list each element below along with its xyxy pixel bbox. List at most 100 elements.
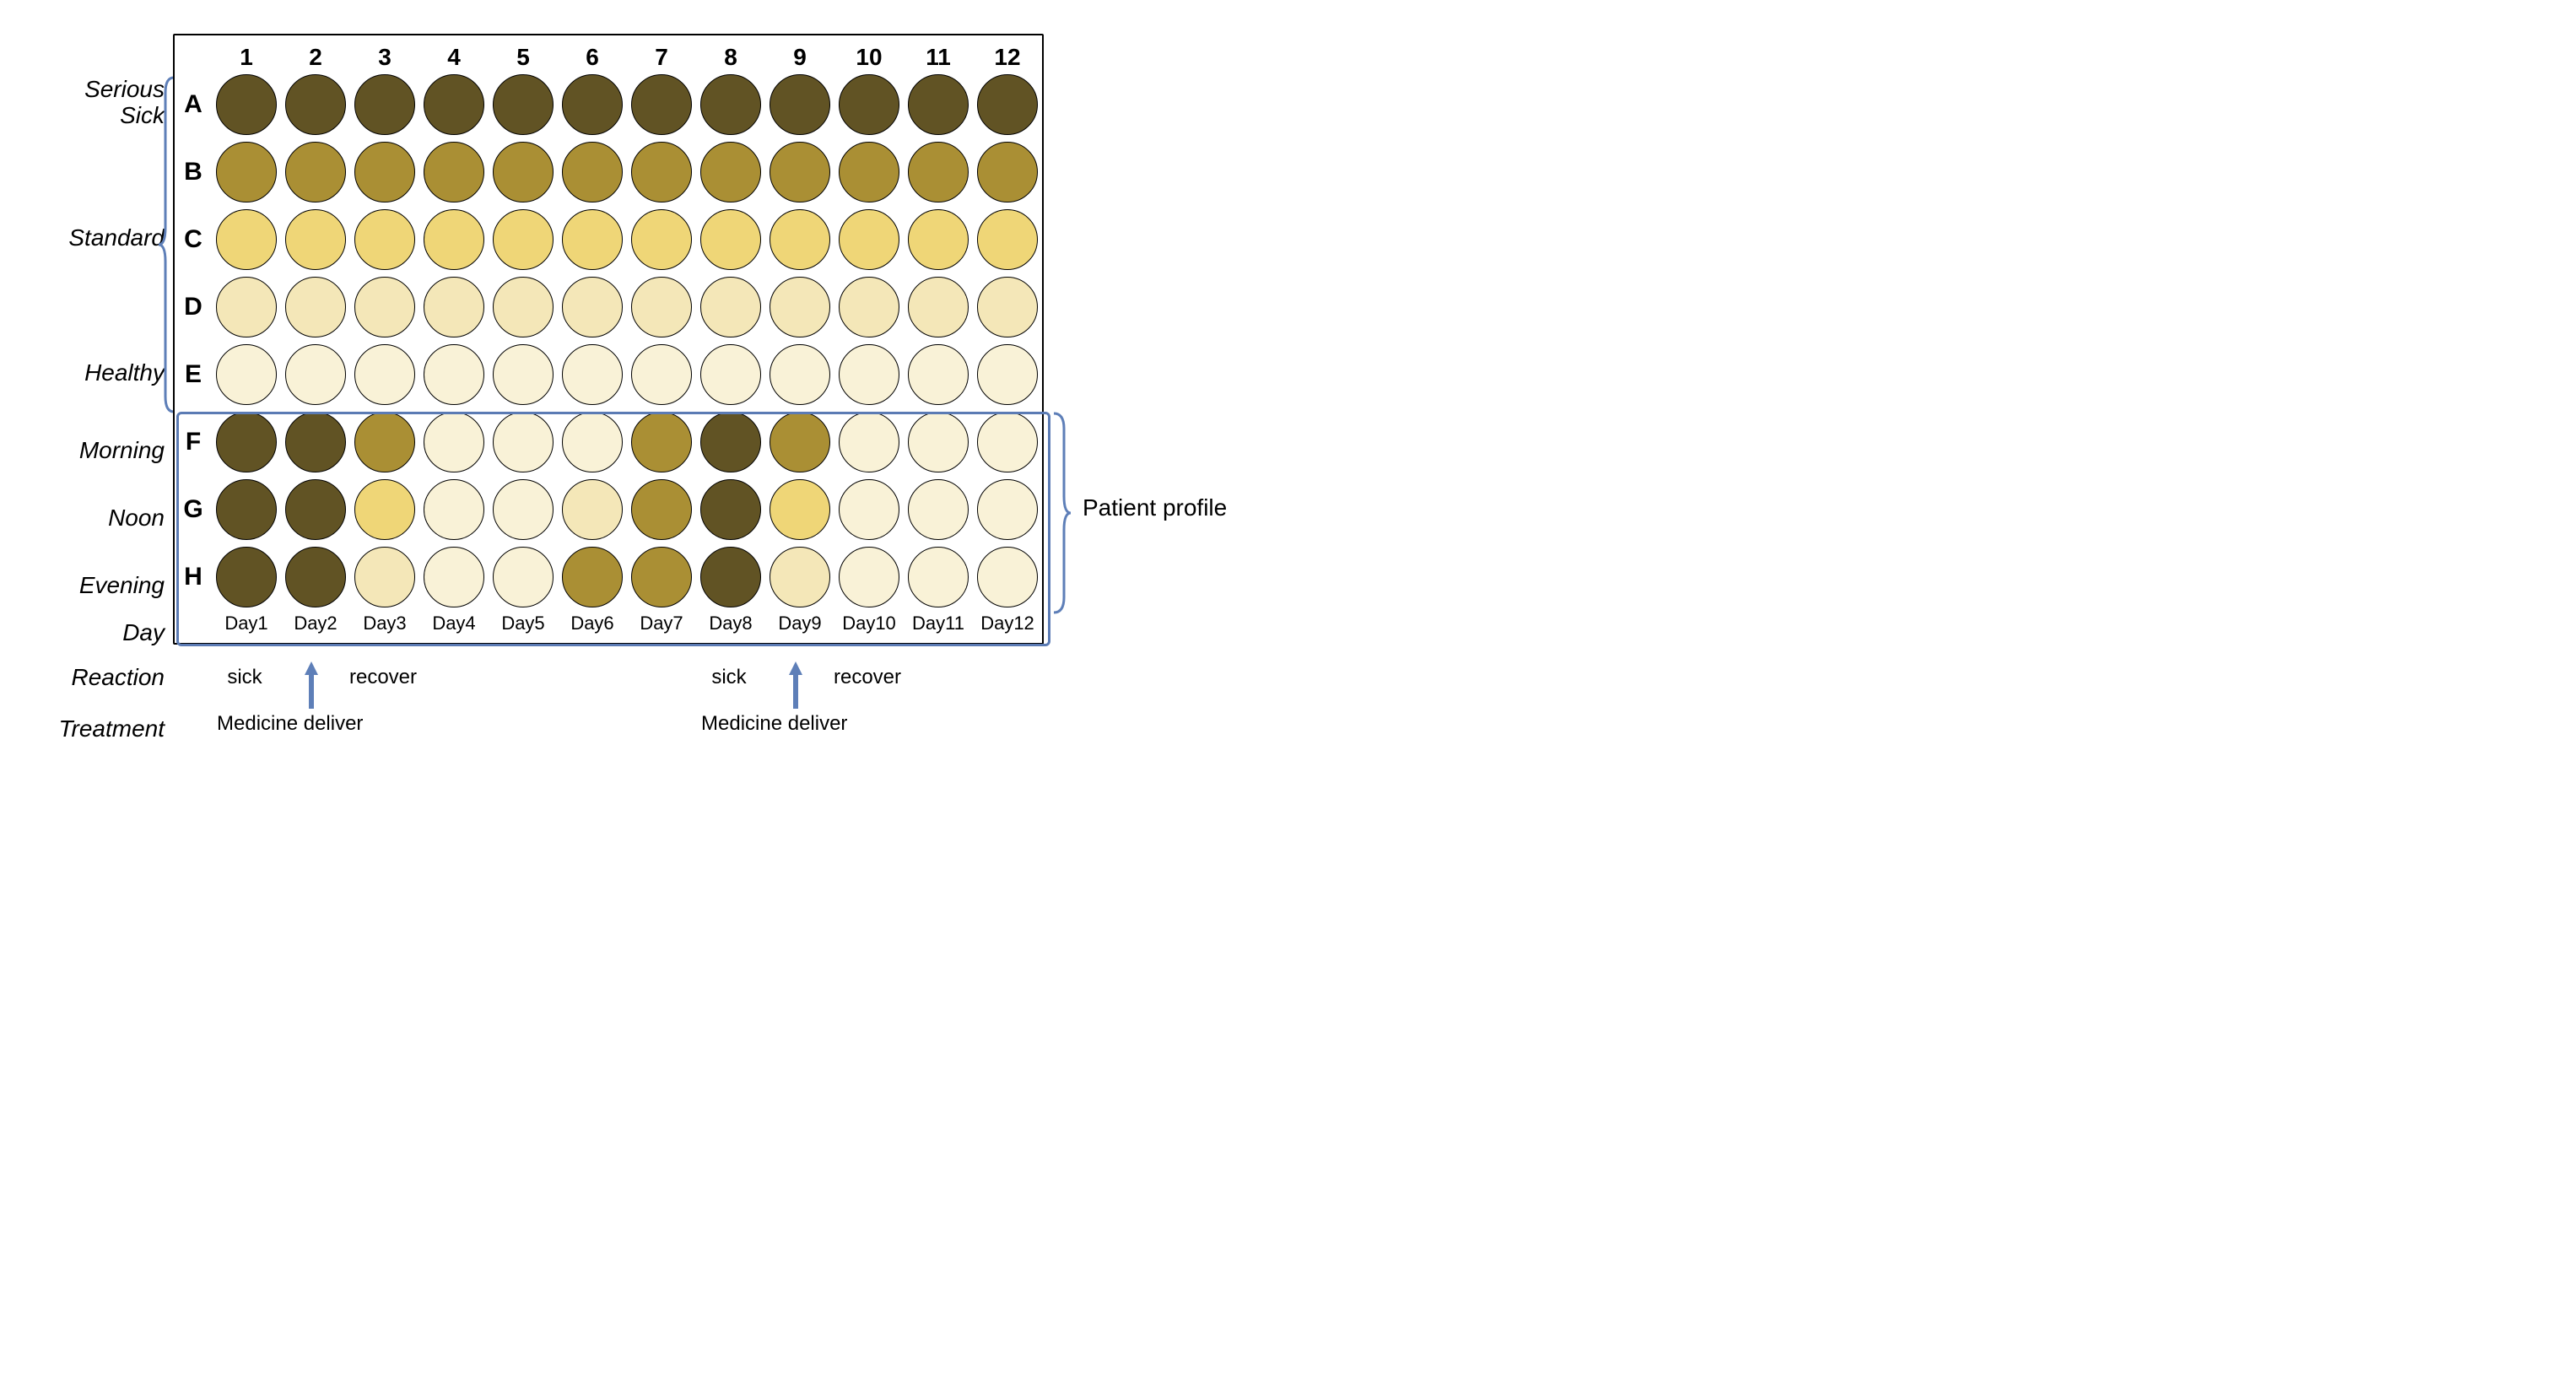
well-B6	[562, 142, 623, 202]
day-label-2: Day2	[281, 613, 350, 634]
row-letter-F: F	[175, 428, 212, 456]
plate-row-C: C	[175, 206, 1042, 273]
treatment-cell-12	[971, 700, 1040, 751]
well-B7	[631, 142, 692, 202]
well-C10	[839, 209, 899, 270]
well-G10	[839, 479, 899, 540]
well-G8	[700, 479, 761, 540]
plate-row-H: H	[175, 543, 1042, 611]
row-letter-C: C	[175, 225, 212, 254]
col-header-1: 1	[212, 44, 281, 71]
well-H1	[216, 547, 277, 607]
well-F11	[908, 412, 969, 472]
well-G7	[631, 479, 692, 540]
well-F2	[285, 412, 346, 472]
well-F1	[216, 412, 277, 472]
well-H5	[493, 547, 554, 607]
left-label-noon: Noon	[108, 484, 165, 552]
well-H4	[424, 547, 484, 607]
row-letter-E: E	[175, 360, 212, 389]
well-F10	[839, 412, 899, 472]
well-A5	[493, 74, 554, 135]
well-A12	[977, 74, 1038, 135]
well-E1	[216, 344, 277, 405]
plate-row-A: A	[175, 71, 1042, 138]
row-letter-A: A	[175, 90, 212, 119]
day-label-11: Day11	[904, 613, 973, 634]
well-B11	[908, 142, 969, 202]
reaction-cell-5	[487, 666, 556, 689]
left-label-serious: Serious Sick	[84, 69, 165, 137]
well-B3	[354, 142, 415, 202]
well-H9	[770, 547, 830, 607]
well-F6	[562, 412, 623, 472]
treatment-row: Treatment Medicine deliverMedicine deliv…	[34, 700, 1044, 758]
well-E3	[354, 344, 415, 405]
well-G6	[562, 479, 623, 540]
arrow-up-icon-1	[303, 661, 320, 713]
well-D6	[562, 277, 623, 337]
well-H11	[908, 547, 969, 607]
well-C8	[700, 209, 761, 270]
well-G2	[285, 479, 346, 540]
treatment-label: Treatment	[34, 700, 173, 742]
reaction-cell-11	[902, 666, 971, 689]
well-A1	[216, 74, 277, 135]
left-label-healthy: Healthy	[84, 339, 165, 407]
col-header-7: 7	[627, 44, 696, 71]
treatment-cell-11	[902, 700, 971, 751]
treatment-text-1: Medicine deliver	[217, 712, 363, 736]
left-label-morning: Morning	[79, 417, 165, 484]
well-C11	[908, 209, 969, 270]
reaction-cell-6	[556, 666, 625, 689]
well-A11	[908, 74, 969, 135]
bracket-right-icon	[1052, 412, 1071, 614]
well-A3	[354, 74, 415, 135]
day-label-4: Day4	[419, 613, 489, 634]
reaction-row: Reaction sickrecoversickrecover	[34, 655, 1044, 700]
treatment-cells: Medicine deliverMedicine deliver	[173, 700, 1040, 751]
well-G11	[908, 479, 969, 540]
day-label-12: Day12	[973, 613, 1042, 634]
left-label-day: Day	[122, 616, 165, 650]
well-D7	[631, 277, 692, 337]
left-labels: Serious Sick Standard Healthy Morning No…	[34, 34, 173, 650]
col-header-11: 11	[904, 44, 973, 71]
well-A4	[424, 74, 484, 135]
day-label-8: Day8	[696, 613, 765, 634]
plate-wrapper: Serious Sick Standard Healthy Morning No…	[34, 34, 1044, 650]
col-header-12: 12	[973, 44, 1042, 71]
col-header-4: 4	[419, 44, 489, 71]
treatment-cell-7	[625, 700, 694, 751]
below-rows: Reaction sickrecoversickrecover Treatmen…	[34, 655, 1044, 758]
day-label-7: Day7	[627, 613, 696, 634]
well-E2	[285, 344, 346, 405]
day-label-5: Day5	[489, 613, 558, 634]
well-F12	[977, 412, 1038, 472]
col-header-9: 9	[765, 44, 834, 71]
well-D9	[770, 277, 830, 337]
well-F8	[700, 412, 761, 472]
well-A10	[839, 74, 899, 135]
well-C3	[354, 209, 415, 270]
well-H3	[354, 547, 415, 607]
reaction-cell-7	[625, 666, 694, 689]
well-C5	[493, 209, 554, 270]
well-B2	[285, 142, 346, 202]
well-C6	[562, 209, 623, 270]
well-B5	[493, 142, 554, 202]
well-E4	[424, 344, 484, 405]
well-D4	[424, 277, 484, 337]
plate-border: 123456789101112 ABCDEFGH Day1Day2Day3Day…	[173, 34, 1044, 645]
well-C1	[216, 209, 277, 270]
well-H12	[977, 547, 1038, 607]
day-row: Day1Day2Day3Day4Day5Day6Day7Day8Day9Day1…	[175, 611, 1042, 640]
well-B12	[977, 142, 1038, 202]
well-H8	[700, 547, 761, 607]
row-letter-H: H	[175, 563, 212, 591]
well-E5	[493, 344, 554, 405]
arrow-up-icon-2	[787, 661, 804, 713]
left-label-evening: Evening	[79, 552, 165, 619]
day-label-1: Day1	[212, 613, 281, 634]
col-header-2: 2	[281, 44, 350, 71]
